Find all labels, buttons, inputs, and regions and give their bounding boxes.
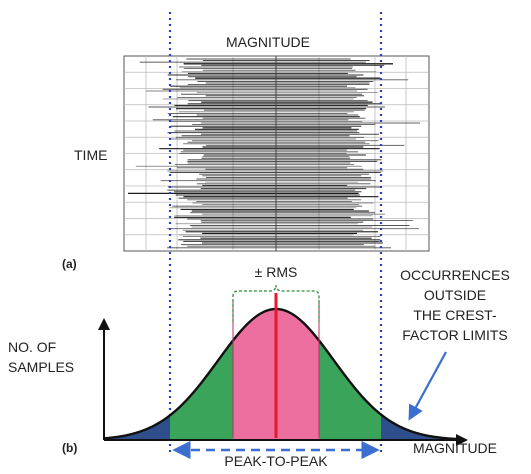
y-axis-label-line-2: SAMPLES [8, 359, 74, 375]
gaussian-curve [103, 307, 461, 441]
peak-to-peak-label: PEAK-TO-PEAK [224, 453, 328, 469]
right-crest-region [319, 309, 381, 440]
annotation-arrow [408, 351, 447, 421]
y-axis-arrowhead [98, 318, 110, 330]
panel-b-label: (b) [62, 441, 77, 455]
rms-bracket [232, 284, 320, 322]
annotation-line-1: OCCURRENCES [400, 267, 510, 283]
magnitude-top-label: MAGNITUDE [226, 34, 310, 50]
x-axis-arrowhead [456, 434, 468, 446]
right-tail-region [381, 309, 460, 440]
panel-b: ± RMS NO. OF SAMPLES MAGNITUDE (b) PEAK-… [8, 264, 510, 469]
y-axis-label-line-1: NO. OF [8, 339, 56, 355]
panel-a: MAGNITUDE TIME (a) [62, 34, 430, 271]
annotation-line-4: FACTOR LIMITS [402, 327, 508, 343]
left-crest-region [170, 309, 233, 440]
annotation-line-3: THE CREST- [413, 307, 497, 323]
panel-a-label: (a) [62, 257, 77, 271]
distribution-fill [104, 309, 460, 440]
x-axis-label: MAGNITUDE [413, 440, 497, 456]
left-tail-region [104, 309, 170, 440]
annotation-line-2: OUTSIDE [424, 287, 486, 303]
time-label: TIME [74, 147, 107, 163]
time-waveform [128, 58, 420, 249]
rms-label: ± RMS [255, 264, 298, 280]
